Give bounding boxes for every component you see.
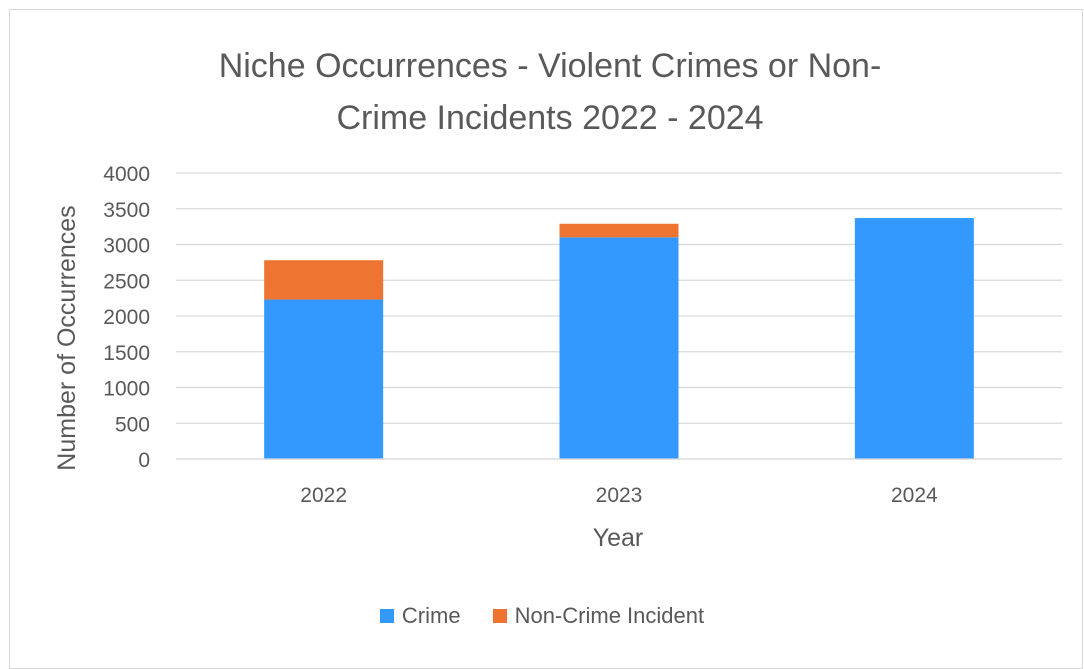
bar-non-crime-incident-2023 xyxy=(559,223,679,238)
bar-non-crime-incident-2022 xyxy=(264,260,384,300)
y-tick-label-1000: 1000 xyxy=(103,378,150,401)
y-tick-label-4000: 4000 xyxy=(103,163,150,186)
legend-swatch-crime xyxy=(379,609,394,623)
y-tick-label-0: 0 xyxy=(138,449,150,472)
y-tick-label-2500: 2500 xyxy=(103,270,150,293)
y-tick-label-3000: 3000 xyxy=(103,235,150,258)
y-tick-label-500: 500 xyxy=(115,413,150,436)
chart-title-line-2: Crime Incidents 2022 - 2024 xyxy=(336,99,764,137)
x-tick-label-2022: 2022 xyxy=(300,484,347,507)
bar-crime-2024 xyxy=(854,218,974,459)
chart-title-line-1: Niche Occurrences - Violent Crimes or No… xyxy=(218,47,882,85)
y-tick-label-3500: 3500 xyxy=(103,199,150,222)
legend-swatch-non-crime-incident xyxy=(492,609,507,623)
x-tick-label-2023: 2023 xyxy=(596,484,643,507)
x-tick-label-2024: 2024 xyxy=(891,484,938,507)
y-axis-title: Number of Occurrences xyxy=(53,205,81,470)
y-tick-label-1500: 1500 xyxy=(103,342,150,365)
chart-title: Niche Occurrences - Violent Crimes or No… xyxy=(100,40,1000,144)
legend-label-crime: Crime xyxy=(401,603,461,628)
bar-crime-2022 xyxy=(264,299,384,459)
legend-item-crime: Crime xyxy=(379,603,461,629)
bar-crime-2023 xyxy=(559,237,679,459)
legend-item-non-crime-incident: Non-Crime Incident xyxy=(492,603,705,629)
y-tick-label-2000: 2000 xyxy=(103,306,150,329)
x-axis-title: Year xyxy=(593,524,644,552)
chart-legend: Crime Non-Crime Incident xyxy=(0,603,1084,629)
legend-label-non-crime-incident: Non-Crime Incident xyxy=(514,603,705,628)
